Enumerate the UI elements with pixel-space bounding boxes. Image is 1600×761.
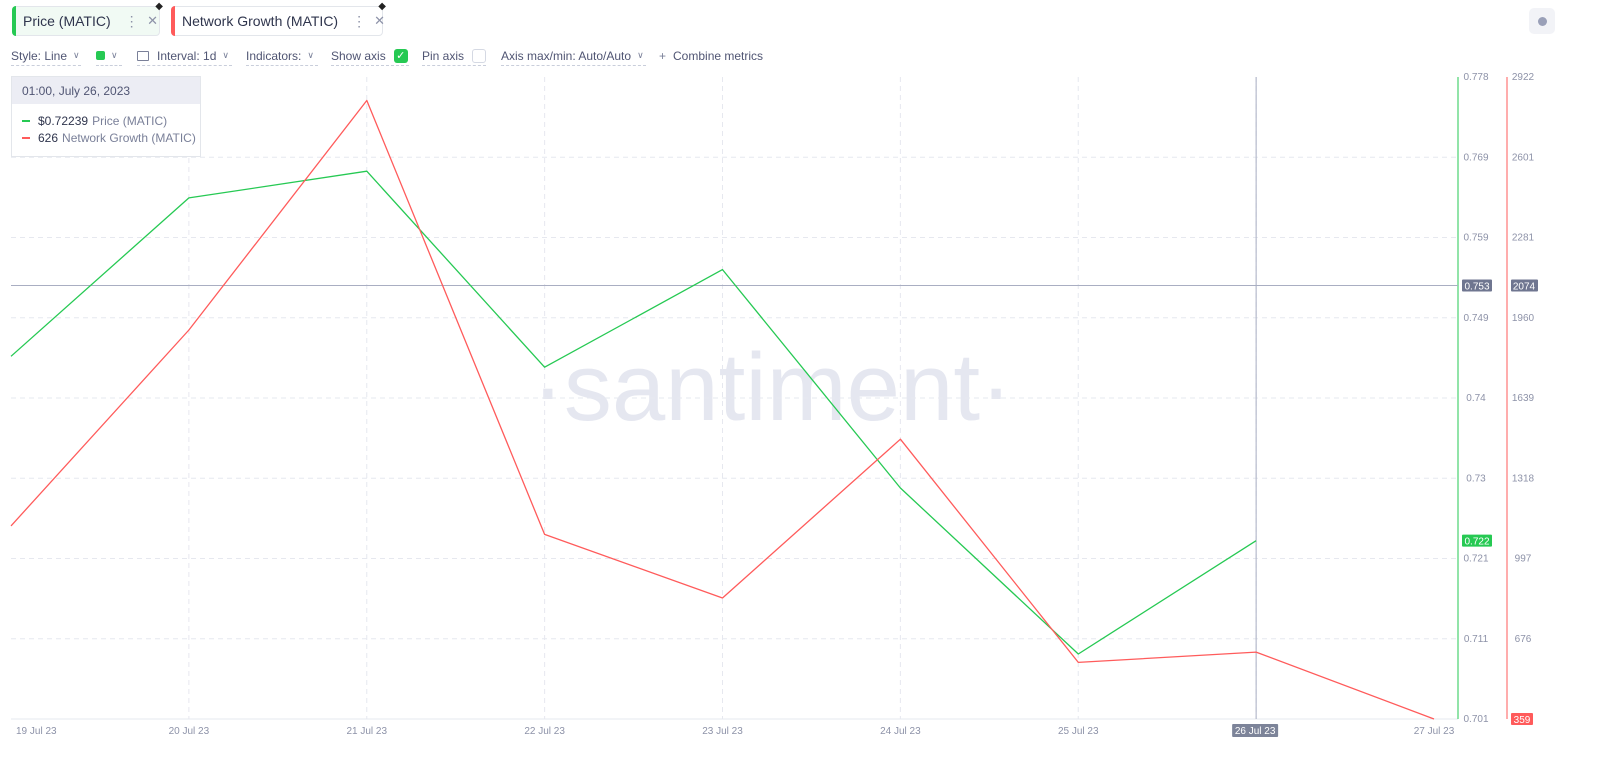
show-axis-toggle[interactable]: Show axis ✓: [331, 46, 409, 66]
tooltip-row-price: $0.72239 Price (MATIC): [12, 112, 200, 129]
y-left-tick-label: 0.721: [1463, 554, 1488, 565]
growth-last-value: 359: [1514, 715, 1531, 726]
chevron-down-icon: ∨: [222, 50, 229, 60]
y-right-tick-label: 1318: [1512, 473, 1535, 484]
close-icon[interactable]: ✕: [147, 13, 159, 28]
y-right-tick-label: 997: [1515, 554, 1532, 565]
x-tick-label: 27 Jul 23: [1414, 726, 1455, 737]
tooltip-price-value: $0.72239: [38, 113, 89, 128]
growth-legend-dash: [22, 136, 30, 139]
y-right-tick-label: 2922: [1512, 72, 1535, 83]
color-swatch: [96, 51, 105, 60]
x-tick-label: 22 Jul 23: [524, 726, 565, 737]
color-picker[interactable]: ∨: [96, 46, 122, 66]
indicators-label: Indicators:: [246, 48, 302, 63]
combine-metrics-button[interactable]: + Combine metrics: [659, 46, 766, 66]
tab-label: Network Growth (MATIC): [182, 13, 339, 29]
x-tick-label: 20 Jul 23: [169, 726, 210, 737]
more-options-icon[interactable]: ⋮: [124, 12, 139, 29]
tooltip-date: 01:00, July 26, 2023: [12, 77, 200, 104]
x-tick-label: 19 Jul 23: [16, 726, 57, 737]
calendar-icon: [137, 50, 149, 61]
ethereum-icon: ◆: [378, 1, 386, 12]
y-right-tick-label: 2601: [1512, 152, 1535, 163]
chevron-down-icon: ∨: [307, 50, 314, 60]
crosshair-right-value: 2074: [1513, 281, 1536, 292]
pin-axis-label: Pin axis: [422, 48, 465, 63]
pin-axis-toggle[interactable]: Pin axis: [422, 46, 486, 66]
santiment-watermark: ·santiment·: [532, 334, 1012, 441]
tooltip-row-growth: 626 Network Growth (MATIC): [12, 129, 200, 146]
style-dropdown[interactable]: Style: Line ∨: [11, 46, 81, 66]
crosshair-left-badge: [1462, 279, 1492, 292]
interval-label: Interval: 1d: [157, 48, 217, 63]
tab-color-bar: [12, 6, 16, 36]
growth-last-value-badge: [1511, 713, 1533, 725]
crosshair-left-value: 0.753: [1464, 281, 1489, 292]
x-tick-label: 25 Jul 23: [1058, 726, 1099, 737]
show-axis-label: Show axis: [331, 48, 386, 63]
chevron-down-icon: ∨: [73, 50, 80, 60]
tab-price-matic[interactable]: Price (MATIC) ⋮ ✕ ◆: [12, 1, 163, 36]
y-left-tick-label: 0.711: [1464, 634, 1489, 645]
y-right-tick-label: 676: [1515, 634, 1532, 645]
y-left-tick-label: 0.759: [1463, 233, 1488, 244]
more-options-icon[interactable]: ⋮: [352, 12, 367, 29]
tooltip-price-label: Price (MATIC): [92, 113, 168, 128]
crosshair-x-badge: [1232, 724, 1279, 737]
y-right-tick-label: 1639: [1512, 393, 1535, 404]
combine-metrics-label: Combine metrics: [673, 49, 764, 63]
close-icon[interactable]: ✕: [374, 13, 385, 28]
y-right-tick-label: 2281: [1512, 233, 1535, 244]
axis-maxmin-dropdown[interactable]: Axis max/min: Auto/Auto ∨: [501, 46, 646, 66]
ethereum-icon: ◆: [155, 1, 163, 12]
y-left-tick-label: 0.74: [1466, 393, 1486, 404]
axis-maxmin-label: Axis max/min: Auto/Auto: [501, 48, 632, 63]
show-axis-checkbox[interactable]: ✓: [393, 48, 408, 63]
tab-network-growth-matic[interactable]: Network Growth (MATIC) ⋮ ✕ ◆: [171, 1, 386, 36]
tooltip-growth-value: 626: [38, 130, 59, 145]
x-tick-label: 23 Jul 23: [702, 726, 743, 737]
style-label: Style: Line: [11, 48, 68, 63]
network-growth-series-line: [10, 99, 1435, 720]
crosshair-x-label: 26 Jul 23: [1235, 726, 1276, 737]
price-last-value-badge: [1462, 534, 1492, 547]
crosshair-right-badge: [1511, 279, 1538, 292]
indicators-dropdown[interactable]: Indicators: ∨: [246, 46, 318, 66]
x-tick-label: 24 Jul 23: [880, 726, 921, 737]
x-tick-label: 21 Jul 23: [346, 726, 387, 737]
settings-icon[interactable]: [1529, 8, 1555, 34]
y-left-tick-label: 0.769: [1463, 152, 1488, 163]
y-left-tick-label: 0.778: [1463, 72, 1488, 83]
tab-color-bar: [171, 6, 175, 36]
y-right-tick-label: 1960: [1512, 313, 1535, 324]
y-left-tick-label: 0.749: [1463, 313, 1488, 324]
tab-label: Price (MATIC): [23, 13, 111, 29]
plus-icon: +: [659, 49, 667, 63]
price-legend-dash: [22, 119, 30, 122]
chevron-down-icon: ∨: [637, 50, 644, 60]
price-last-value: 0.722: [1464, 537, 1489, 548]
y-left-tick-label: 0.701: [1463, 714, 1488, 725]
pin-axis-checkbox[interactable]: [472, 48, 486, 63]
chevron-down-icon: ∨: [111, 50, 118, 60]
tooltip-growth-label: Network Growth (MATIC): [62, 130, 196, 145]
chart-tooltip: 01:00, July 26, 2023 $0.72239 Price (MAT…: [11, 76, 201, 157]
price-series-line: [10, 170, 1257, 655]
y-left-tick-label: 0.73: [1466, 473, 1486, 484]
interval-dropdown[interactable]: Interval: 1d ∨: [137, 46, 232, 66]
